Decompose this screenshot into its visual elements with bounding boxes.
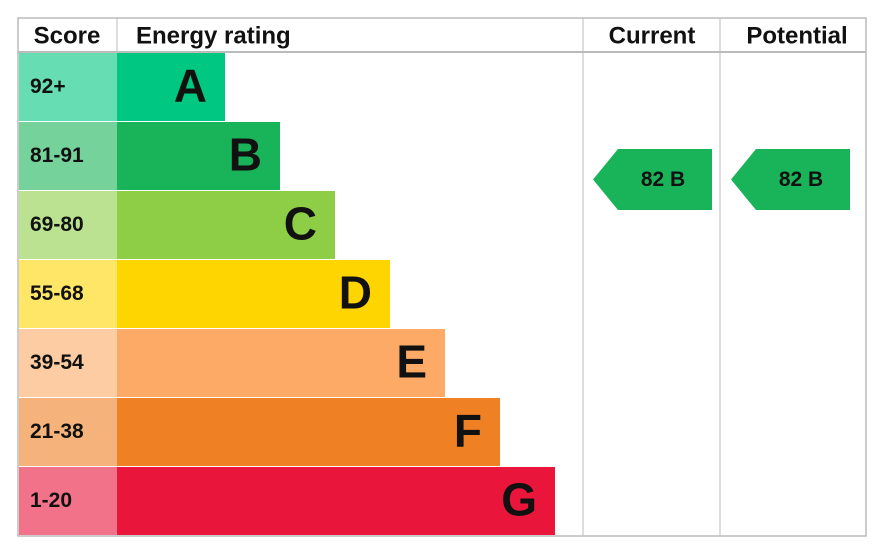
band-letter: E (396, 336, 427, 388)
header-potential: Potential (746, 22, 847, 49)
band-bar (117, 467, 555, 535)
band-letter: G (501, 474, 537, 526)
score-range: 1-20 (30, 489, 72, 512)
score-range: 69-80 (30, 213, 84, 236)
header-rating: Energy rating (136, 22, 291, 49)
current-arrow (593, 149, 712, 210)
header-current: Current (609, 22, 696, 49)
score-cell (19, 260, 117, 328)
score-cell (19, 122, 117, 190)
score-cell (19, 329, 117, 397)
band-letter: D (339, 267, 372, 319)
current-label: 82 B (641, 168, 685, 191)
band-bar (117, 191, 335, 259)
band-letter: B (229, 129, 262, 181)
band-bar (117, 329, 445, 397)
score-cell (19, 191, 117, 259)
band-bar (117, 398, 500, 466)
band-letter: F (454, 405, 482, 457)
score-range: 39-54 (30, 351, 84, 374)
score-range: 21-38 (30, 420, 84, 443)
header-score: Score (34, 22, 101, 49)
potential-label: 82 B (779, 168, 823, 191)
potential-arrow (731, 149, 850, 210)
score-range: 55-68 (30, 282, 84, 305)
band-bar (117, 260, 390, 328)
score-cell (19, 398, 117, 466)
score-cell (19, 53, 117, 121)
score-range: 81-91 (30, 144, 84, 167)
score-cell (19, 467, 117, 535)
band-bar (117, 122, 280, 190)
score-range: 92+ (30, 75, 66, 98)
band-bar (117, 53, 225, 121)
band-letter: C (284, 198, 317, 250)
band-letter: A (174, 60, 207, 112)
